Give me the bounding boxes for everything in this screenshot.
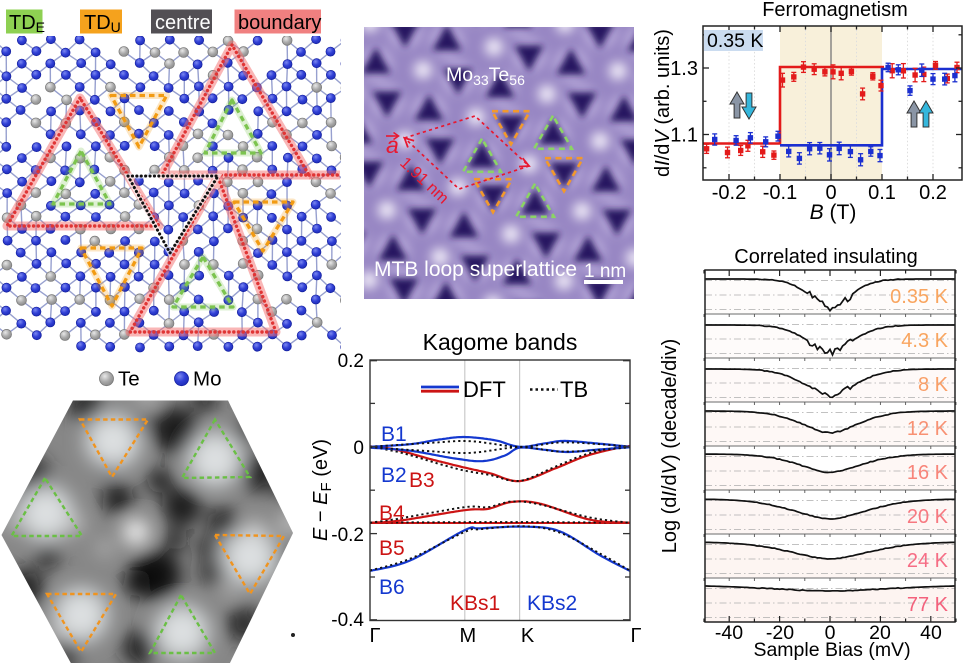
svg-text:Ferromagnetism: Ferromagnetism	[762, 0, 908, 21]
svg-text:B5: B5	[379, 537, 405, 560]
svg-text:0.35 K: 0.35 K	[707, 30, 763, 52]
svg-text:MTB loop superlattice: MTB loop superlattice	[374, 258, 577, 281]
svg-text:4.3 K: 4.3 K	[901, 330, 948, 352]
svg-text:40: 40	[920, 622, 942, 644]
svg-text:12 K: 12 K	[907, 418, 949, 440]
svg-text:Correlated insulating: Correlated insulating	[734, 246, 917, 268]
svg-text:-20: -20	[766, 622, 794, 644]
svg-text:Sample Bias (mV): Sample Bias (mV)	[753, 639, 910, 661]
svg-text:B4: B4	[379, 502, 405, 525]
svg-text:Te: Te	[118, 368, 140, 391]
svg-text:0: 0	[825, 182, 836, 204]
svg-text:8 K: 8 K	[918, 374, 949, 396]
svg-text:B3: B3	[409, 469, 435, 492]
svg-text:M: M	[459, 625, 476, 647]
svg-text:K: K	[521, 625, 535, 647]
svg-text:Mo: Mo	[193, 368, 221, 391]
svg-text:TB: TB	[560, 377, 588, 402]
svg-text:24 K: 24 K	[907, 550, 949, 572]
svg-text:B2: B2	[381, 464, 407, 487]
svg-text:centre: centre	[155, 12, 211, 34]
svg-text:Γ: Γ	[630, 625, 641, 647]
svg-text:77 K: 77 K	[907, 594, 949, 616]
svg-text:0.2: 0.2	[338, 351, 364, 372]
svg-text:boundary: boundary	[238, 12, 321, 34]
svg-text:Kagome bands: Kagome bands	[423, 329, 578, 355]
svg-text:Log (dI/dV) (decade/div): Log (dI/dV) (decade/div)	[659, 339, 681, 554]
svg-text:B6: B6	[379, 576, 405, 599]
svg-text:1.3: 1.3	[670, 58, 698, 80]
svg-text:-0.2: -0.2	[331, 525, 364, 546]
svg-text:-0.4: -0.4	[331, 610, 364, 631]
svg-text:16 K: 16 K	[907, 462, 949, 484]
svg-text:-40: -40	[715, 622, 743, 644]
svg-text:B1: B1	[381, 423, 407, 446]
svg-text:Γ: Γ	[369, 625, 380, 647]
svg-text:1.1: 1.1	[670, 125, 698, 147]
svg-text:20: 20	[869, 622, 891, 644]
svg-text:KBs1: KBs1	[450, 592, 500, 615]
svg-text:0.2: 0.2	[919, 182, 947, 204]
svg-text:0.1: 0.1	[868, 182, 896, 204]
svg-text:DFT: DFT	[463, 377, 506, 402]
svg-text:-0.1: -0.1	[763, 182, 797, 204]
svg-text:KBs2: KBs2	[527, 592, 577, 615]
svg-text:0.35 K: 0.35 K	[890, 286, 948, 308]
svg-text:dI/dV (arb. units): dI/dV (arb. units)	[652, 29, 674, 177]
svg-text:20 K: 20 K	[907, 506, 949, 528]
svg-text:-0.2: -0.2	[712, 182, 746, 204]
svg-text:0: 0	[825, 622, 836, 644]
svg-text:B (T): B (T)	[810, 201, 857, 224]
svg-text:0: 0	[353, 438, 364, 459]
svg-text:1 nm: 1 nm	[584, 261, 626, 282]
